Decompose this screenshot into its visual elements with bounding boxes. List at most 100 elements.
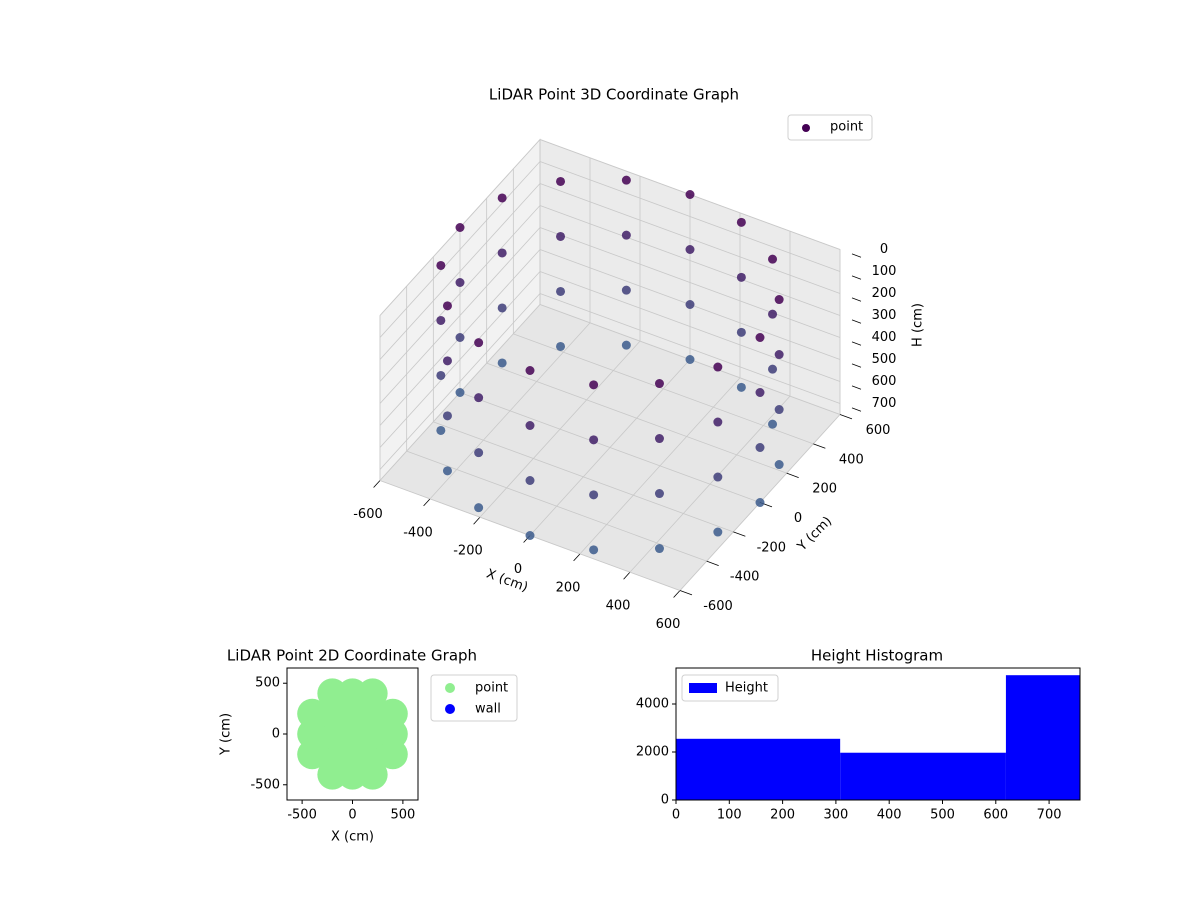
point xyxy=(497,193,507,203)
x-axis-label: X (cm) xyxy=(331,830,374,845)
point xyxy=(556,176,566,186)
grid-line xyxy=(379,183,541,360)
point xyxy=(654,489,664,499)
point xyxy=(755,333,765,342)
point xyxy=(455,278,465,287)
grid-line xyxy=(539,227,841,338)
point xyxy=(436,370,446,380)
z-tick-label: 400 xyxy=(872,330,897,345)
grid-line xyxy=(379,205,541,382)
point xyxy=(621,230,631,240)
point xyxy=(442,466,452,476)
point xyxy=(685,245,695,254)
point xyxy=(621,340,631,350)
point xyxy=(589,380,599,390)
z-tick-label: 600 xyxy=(872,374,897,389)
z-tick-label: 100 xyxy=(872,264,897,279)
tick-mark xyxy=(851,275,862,280)
point xyxy=(654,544,664,554)
point xyxy=(736,327,746,337)
tick-mark xyxy=(851,253,862,258)
chart-title: LiDAR Point 2D Coordinate Graph xyxy=(227,647,477,665)
y-tick-label: 2000 xyxy=(636,745,669,760)
axes-frame xyxy=(675,667,1081,801)
x-tick-label: -200 xyxy=(453,544,483,559)
legend-marker xyxy=(689,683,717,693)
point xyxy=(685,190,695,199)
grid-line xyxy=(539,183,841,294)
point xyxy=(654,434,664,444)
point xyxy=(736,272,746,282)
point xyxy=(621,285,631,295)
point xyxy=(589,545,599,555)
point xyxy=(774,405,784,415)
point xyxy=(685,355,695,364)
point xyxy=(685,300,695,309)
tick-mark xyxy=(423,498,431,507)
bar xyxy=(840,752,1006,800)
point xyxy=(442,411,452,421)
x-tick-label: 0 xyxy=(348,808,356,823)
point xyxy=(442,301,452,311)
x-tick-label: 600 xyxy=(983,808,1008,823)
point xyxy=(755,498,765,507)
point xyxy=(774,295,784,305)
y-tick-label: 500 xyxy=(255,676,280,691)
point xyxy=(455,333,465,342)
x-tick-label: 200 xyxy=(556,580,581,595)
point xyxy=(768,254,778,264)
z-tick-label: 500 xyxy=(872,352,897,367)
point xyxy=(436,315,446,325)
plot-area xyxy=(297,678,408,790)
z-tick-label: 200 xyxy=(872,286,897,301)
point xyxy=(474,338,484,348)
point xyxy=(497,303,507,313)
point xyxy=(525,476,535,485)
grid-line xyxy=(513,333,814,445)
tick-mark xyxy=(473,516,481,525)
grid-line xyxy=(379,271,541,448)
tick-mark xyxy=(851,407,862,412)
x-tick-label: -600 xyxy=(353,507,383,522)
tick-mark xyxy=(851,319,862,324)
tick-mark xyxy=(373,480,381,488)
grid-line xyxy=(539,271,841,382)
x-tick-label: 0 xyxy=(672,808,680,823)
point xyxy=(755,443,765,452)
legend-box xyxy=(681,674,779,702)
tick-mark xyxy=(679,590,693,596)
legend-box xyxy=(787,114,873,141)
point xyxy=(525,421,535,430)
x-tick-label: 500 xyxy=(930,808,955,823)
point xyxy=(556,286,566,296)
y-tick-label: -600 xyxy=(703,599,733,614)
bar xyxy=(676,738,841,800)
tick-mark xyxy=(673,590,681,598)
tick-mark xyxy=(733,531,746,537)
point xyxy=(736,217,746,227)
x-tick-label: 400 xyxy=(877,808,902,823)
tick-mark xyxy=(706,560,719,566)
point xyxy=(474,448,484,458)
tick-mark xyxy=(813,443,826,449)
z-tick-label: 700 xyxy=(872,396,897,411)
tick-mark xyxy=(839,414,853,420)
point xyxy=(736,382,746,392)
legend-label: wall xyxy=(475,702,501,717)
y-tick-label: 4000 xyxy=(636,697,669,712)
point xyxy=(774,350,784,360)
chart-title: Height Histogram xyxy=(811,647,943,665)
point xyxy=(436,425,446,435)
x-tick-label: 200 xyxy=(770,808,795,823)
point xyxy=(713,472,723,482)
y-tick-label: 0 xyxy=(272,727,280,742)
y-tick-label: -500 xyxy=(250,777,280,792)
legend-marker xyxy=(445,683,455,693)
x-tick-label: 600 xyxy=(656,617,681,632)
grid-line xyxy=(379,293,541,470)
x-tick-label: 300 xyxy=(823,808,848,823)
x-tick-label: 500 xyxy=(390,808,415,823)
grid-line xyxy=(539,161,841,272)
point xyxy=(768,364,778,374)
